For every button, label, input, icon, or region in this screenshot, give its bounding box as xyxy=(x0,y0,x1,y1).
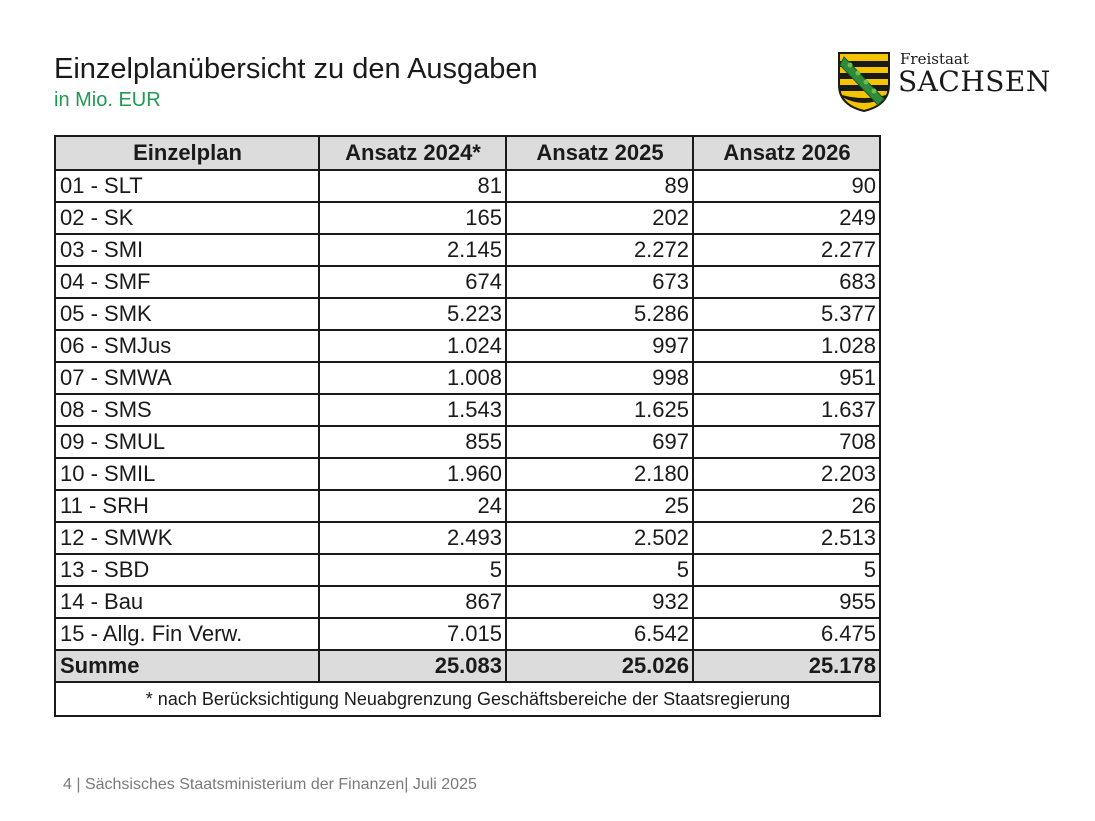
row-value: 25 xyxy=(505,489,694,523)
row-value: 5.286 xyxy=(505,297,694,331)
row-label: 14 - Bau xyxy=(54,585,320,619)
row-value: 1.028 xyxy=(692,329,881,363)
row-label: 02 - SK xyxy=(54,201,320,235)
row-value: 2.513 xyxy=(692,521,881,555)
table-header-row: Einzelplan Ansatz 2024* Ansatz 2025 Ansatz … xyxy=(54,135,881,171)
row-value: 5 xyxy=(318,553,507,587)
row-value: 1.008 xyxy=(318,361,507,395)
row-value: 2.145 xyxy=(318,233,507,267)
row-label: 05 - SMK xyxy=(54,297,320,331)
row-value: 1.024 xyxy=(318,329,507,363)
table-row: 14 - Bau 867 932 955 xyxy=(54,585,881,619)
row-value: 5 xyxy=(505,553,694,587)
row-value: 2.502 xyxy=(505,521,694,555)
table-row: 15 - Allg. Fin Verw. 7.015 6.542 6.475 xyxy=(54,617,881,651)
table-row: 09 - SMUL 855 697 708 xyxy=(54,425,881,459)
row-value: 955 xyxy=(692,585,881,619)
row-value: 951 xyxy=(692,361,881,395)
row-value: 1.625 xyxy=(505,393,694,427)
table-row: 04 - SMF 674 673 683 xyxy=(54,265,881,299)
row-value: 2.180 xyxy=(505,457,694,491)
column-header: Ansatz 2024* xyxy=(318,135,507,171)
row-label: 09 - SMUL xyxy=(54,425,320,459)
row-value: 673 xyxy=(505,265,694,299)
table-row: 12 - SMWK 2.493 2.502 2.513 xyxy=(54,521,881,555)
row-label: 12 - SMWK xyxy=(54,521,320,555)
row-value: 89 xyxy=(505,169,694,203)
footer: 4 | Sächsisches Staatsministerium der Fi… xyxy=(63,776,477,794)
row-value: 2.272 xyxy=(505,233,694,267)
table-row: 10 - SMIL 1.960 2.180 2.203 xyxy=(54,457,881,491)
row-value: 6.542 xyxy=(505,617,694,651)
table-row: 06 - SMJus 1.024 997 1.028 xyxy=(54,329,881,363)
logo-line-sachsen: SACHSEN xyxy=(898,65,1051,98)
table-row: 08 - SMS 1.543 1.625 1.637 xyxy=(54,393,881,427)
row-value: 2.203 xyxy=(692,457,881,491)
row-value: 7.015 xyxy=(318,617,507,651)
row-value: 2.493 xyxy=(318,521,507,555)
row-label: 15 - Allg. Fin Verw. xyxy=(54,617,320,651)
table-row: 07 - SMWA 1.008 998 951 xyxy=(54,361,881,395)
row-label: 04 - SMF xyxy=(54,265,320,299)
row-value: 708 xyxy=(692,425,881,459)
sachsen-logo: Freistaat SACHSEN xyxy=(836,50,1050,115)
row-value: 674 xyxy=(318,265,507,299)
total-value: 25.083 xyxy=(318,649,507,683)
table-row: 01 - SLT 81 89 90 xyxy=(54,169,881,203)
footer-text: | Sächsisches Staatsministerium der Fina… xyxy=(76,776,477,793)
row-value: 249 xyxy=(692,201,881,235)
row-label: 10 - SMIL xyxy=(54,457,320,491)
row-label: 08 - SMS xyxy=(54,393,320,427)
row-value: 683 xyxy=(692,265,881,299)
row-value: 202 xyxy=(505,201,694,235)
row-value: 1.543 xyxy=(318,393,507,427)
footnote: * nach Berücksichtigung Neuabgrenzung Ge… xyxy=(54,681,881,717)
column-header: Ansatz 2025 xyxy=(505,135,694,171)
table-row: 11 - SRH 24 25 26 xyxy=(54,489,881,523)
row-value: 867 xyxy=(318,585,507,619)
sachsen-coat-of-arms-icon xyxy=(838,52,890,113)
row-value: 6.475 xyxy=(692,617,881,651)
row-value: 932 xyxy=(505,585,694,619)
footnote-row: * nach Berücksichtigung Neuabgrenzung Ge… xyxy=(54,681,881,717)
budget-table: Einzelplan Ansatz 2024* Ansatz 2025 Ansatz … xyxy=(54,135,881,717)
row-value: 5 xyxy=(692,553,881,587)
row-label: 07 - SMWA xyxy=(54,361,320,395)
row-value: 1.637 xyxy=(692,393,881,427)
total-row: Summe 25.083 25.026 25.178 xyxy=(54,649,881,683)
total-label: Summe xyxy=(54,649,320,683)
row-value: 997 xyxy=(505,329,694,363)
row-value: 1.960 xyxy=(318,457,507,491)
row-label: 01 - SLT xyxy=(54,169,320,203)
table-row: 03 - SMI 2.145 2.272 2.277 xyxy=(54,233,881,267)
row-value: 998 xyxy=(505,361,694,395)
row-value: 5.377 xyxy=(692,297,881,331)
table-row: 05 - SMK 5.223 5.286 5.377 xyxy=(54,297,881,331)
table-row: 02 - SK 165 202 249 xyxy=(54,201,881,235)
row-value: 90 xyxy=(692,169,881,203)
row-label: 03 - SMI xyxy=(54,233,320,267)
row-value: 855 xyxy=(318,425,507,459)
row-value: 697 xyxy=(505,425,694,459)
total-value: 25.026 xyxy=(505,649,694,683)
total-value: 25.178 xyxy=(692,649,881,683)
row-value: 165 xyxy=(318,201,507,235)
row-label: 06 - SMJus xyxy=(54,329,320,363)
row-value: 24 xyxy=(318,489,507,523)
page-subtitle: in Mio. EUR xyxy=(54,89,161,111)
logo-line-freistaat: Freistaat xyxy=(900,50,969,68)
row-value: 5.223 xyxy=(318,297,507,331)
row-value: 81 xyxy=(318,169,507,203)
row-value: 2.277 xyxy=(692,233,881,267)
row-label: 13 - SBD xyxy=(54,553,320,587)
column-header: Ansatz 2026 xyxy=(692,135,881,171)
column-header: Einzelplan xyxy=(54,135,320,171)
table-row: 13 - SBD 5 5 5 xyxy=(54,553,881,587)
page-number: 4 xyxy=(63,776,72,793)
page-title: Einzelplanübersicht zu den Ausgaben xyxy=(54,53,538,85)
row-value: 26 xyxy=(692,489,881,523)
row-label: 11 - SRH xyxy=(54,489,320,523)
